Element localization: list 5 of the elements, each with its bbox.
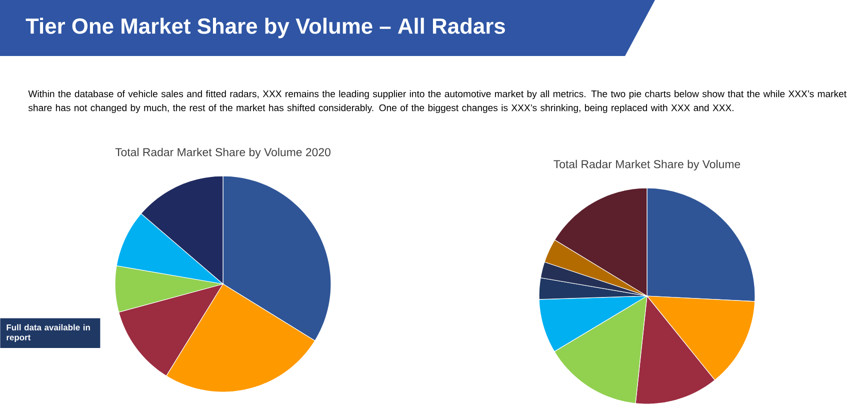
text: Within the database of vehicle sales and fitted radars, XXX remains the leading supplier into the automotive market by all metrics. The two pie charts below show that the while XXX’s market share has not changed by much, the rest of the market has shifted considerably. One of the biggest changes is XXX’s shrinking, being replaced with XXX and XXX.: [28, 90, 846, 114]
text: Tier One Market Share by Volume – All Radars: [26, 18, 505, 38]
text: Full data available in report: [6, 324, 90, 342]
chart-title: Total Radar Market Share by Volume: [554, 160, 740, 170]
chart-title: Total Radar Market Share by Volume 2020: [115, 148, 330, 158]
